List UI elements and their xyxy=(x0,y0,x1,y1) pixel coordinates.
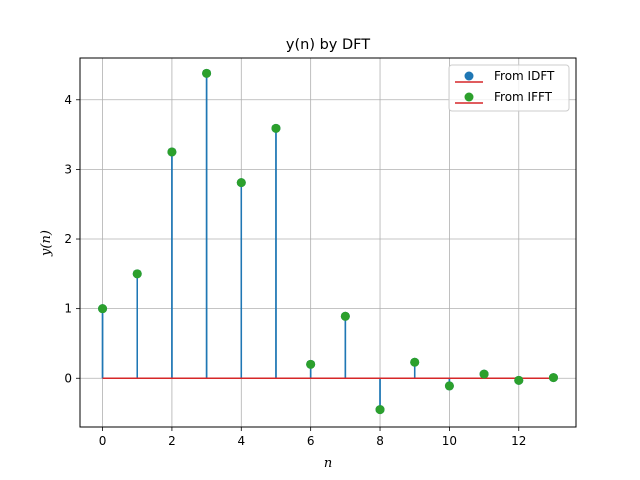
y-tick-label: 1 xyxy=(64,302,72,316)
x-tick-label: 8 xyxy=(376,434,384,448)
stem-marker xyxy=(410,357,420,367)
legend-entry-ifft: From IFFT xyxy=(455,90,553,104)
plot-layer xyxy=(98,68,558,415)
stem-marker xyxy=(132,269,142,279)
plot-frame xyxy=(79,57,577,428)
stem-marker xyxy=(98,304,108,314)
stem-marker xyxy=(340,311,350,321)
series-1 xyxy=(98,68,558,415)
stem-marker xyxy=(514,375,524,385)
legend-label: From IFFT xyxy=(494,90,553,104)
y-tick-label: 4 xyxy=(64,93,72,107)
series-0 xyxy=(98,68,558,415)
stem-marker xyxy=(167,147,177,157)
y-axis-label: y(n) xyxy=(39,230,54,257)
grid-layer xyxy=(80,58,576,427)
legend: From IDFT From IFFT xyxy=(448,64,570,112)
x-tick-label: 12 xyxy=(511,434,526,448)
stem-marker xyxy=(444,381,454,391)
legend-entry-idft: From IDFT xyxy=(455,69,555,83)
stem-marker xyxy=(236,178,246,188)
x-tick-label: 6 xyxy=(307,434,315,448)
stem-marker xyxy=(548,373,558,383)
legend-marker-swatch xyxy=(464,92,474,102)
x-tick-label: 0 xyxy=(99,434,107,448)
stem-marker xyxy=(375,405,385,415)
x-tick-label: 2 xyxy=(168,434,176,448)
chart-title: y(n) by DFT xyxy=(286,37,370,53)
x-axis-label: n xyxy=(324,456,332,471)
legend-marker-swatch xyxy=(464,71,474,81)
stem-marker xyxy=(306,359,316,369)
legend-label: From IDFT xyxy=(494,69,555,83)
stem-marker xyxy=(479,369,489,379)
stem-marker xyxy=(271,123,281,133)
x-tick-label: 4 xyxy=(237,434,245,448)
x-tick-label: 10 xyxy=(442,434,457,448)
y-tick-label: 2 xyxy=(64,232,72,246)
stem-marker xyxy=(202,68,212,78)
legend-box xyxy=(448,64,570,112)
y-tick-label: 0 xyxy=(64,371,72,385)
y-tick-label: 3 xyxy=(64,162,72,176)
